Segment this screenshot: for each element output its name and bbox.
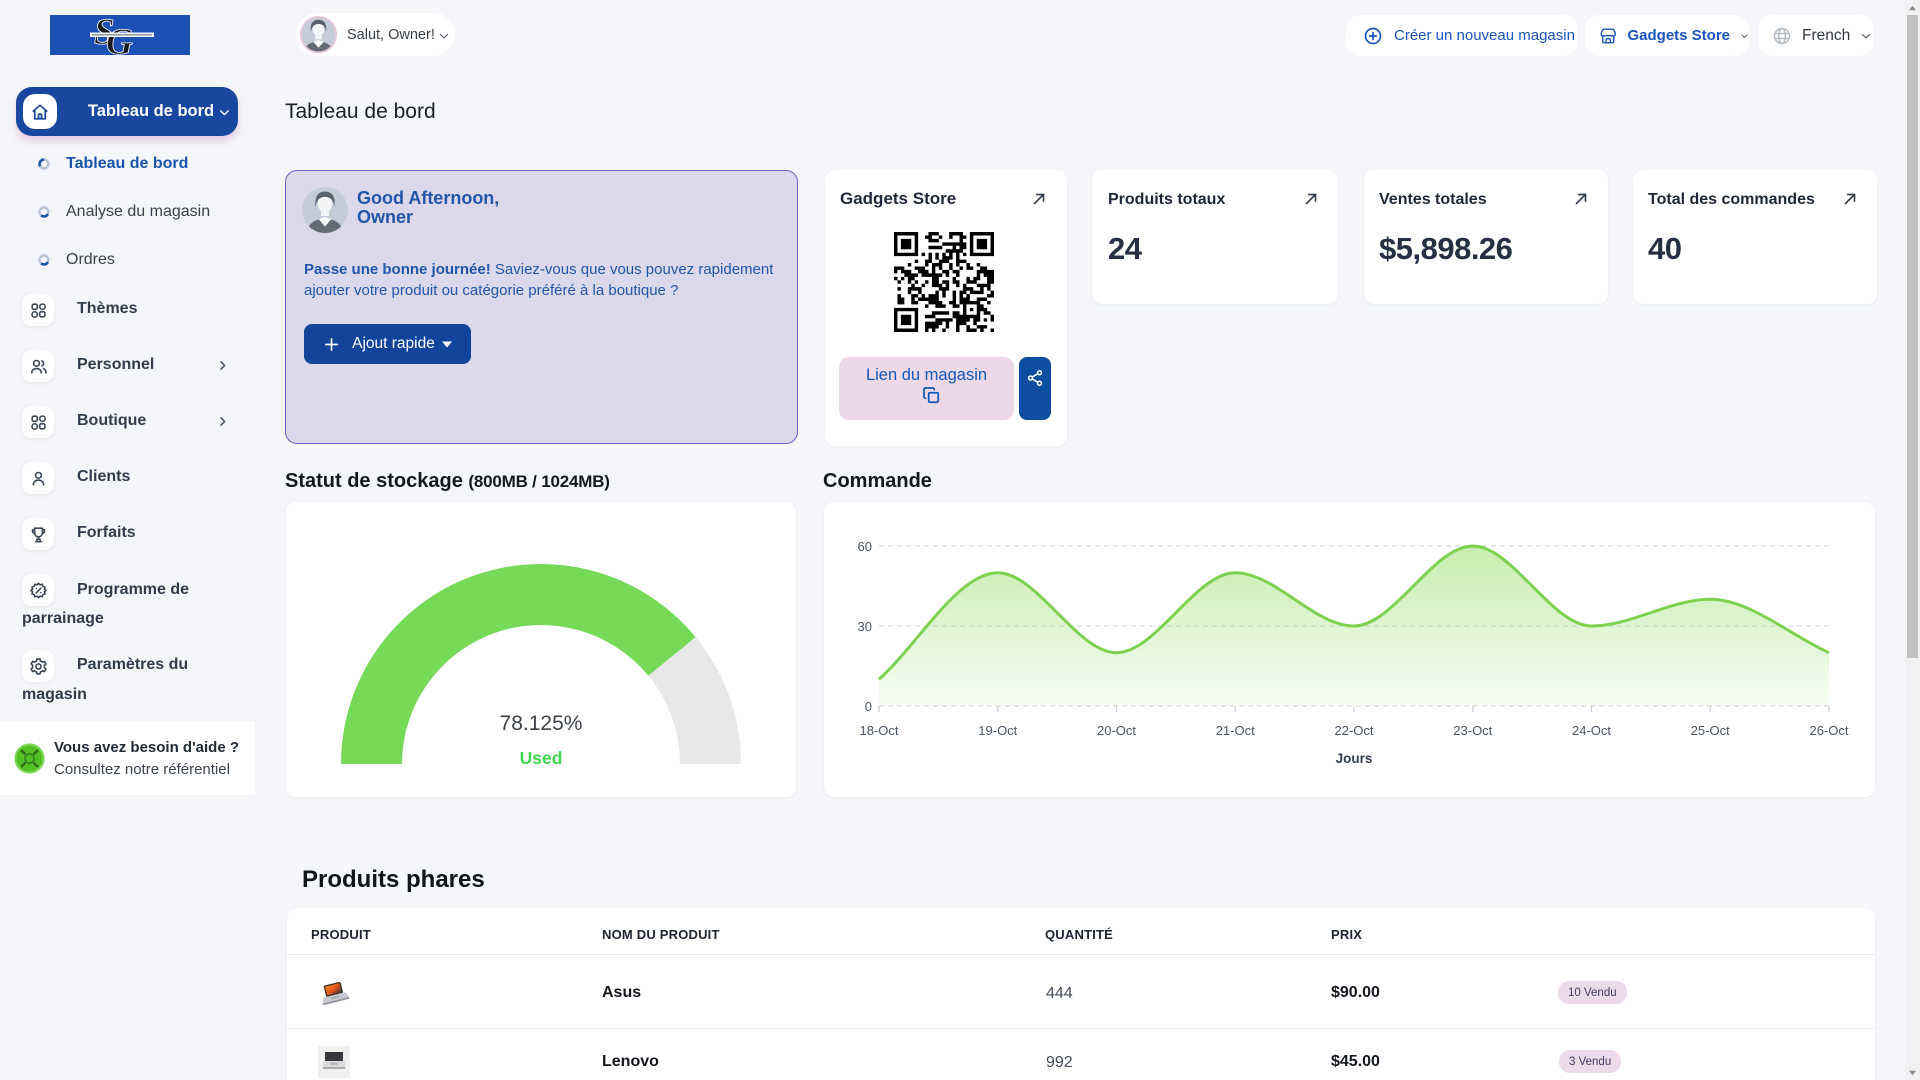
svg-text:78.125%: 78.125% xyxy=(500,712,583,735)
svg-text:0: 0 xyxy=(865,699,872,714)
svg-text:20-Oct: 20-Oct xyxy=(1097,723,1136,738)
svg-text:26-Oct: 26-Oct xyxy=(1809,723,1848,738)
svg-text:60: 60 xyxy=(858,539,872,554)
svg-text:22-Oct: 22-Oct xyxy=(1334,723,1373,738)
svg-text:21-Oct: 21-Oct xyxy=(1216,723,1255,738)
svg-text:18-Oct: 18-Oct xyxy=(859,723,898,738)
svg-text:Jours: Jours xyxy=(1336,751,1373,766)
svg-text:19-Oct: 19-Oct xyxy=(978,723,1017,738)
svg-text:24-Oct: 24-Oct xyxy=(1572,723,1611,738)
svg-text:Used: Used xyxy=(520,748,563,768)
svg-text:30: 30 xyxy=(858,619,872,634)
svg-text:G: G xyxy=(106,22,133,55)
svg-text:23-Oct: 23-Oct xyxy=(1453,723,1492,738)
svg-text:25-Oct: 25-Oct xyxy=(1691,723,1730,738)
